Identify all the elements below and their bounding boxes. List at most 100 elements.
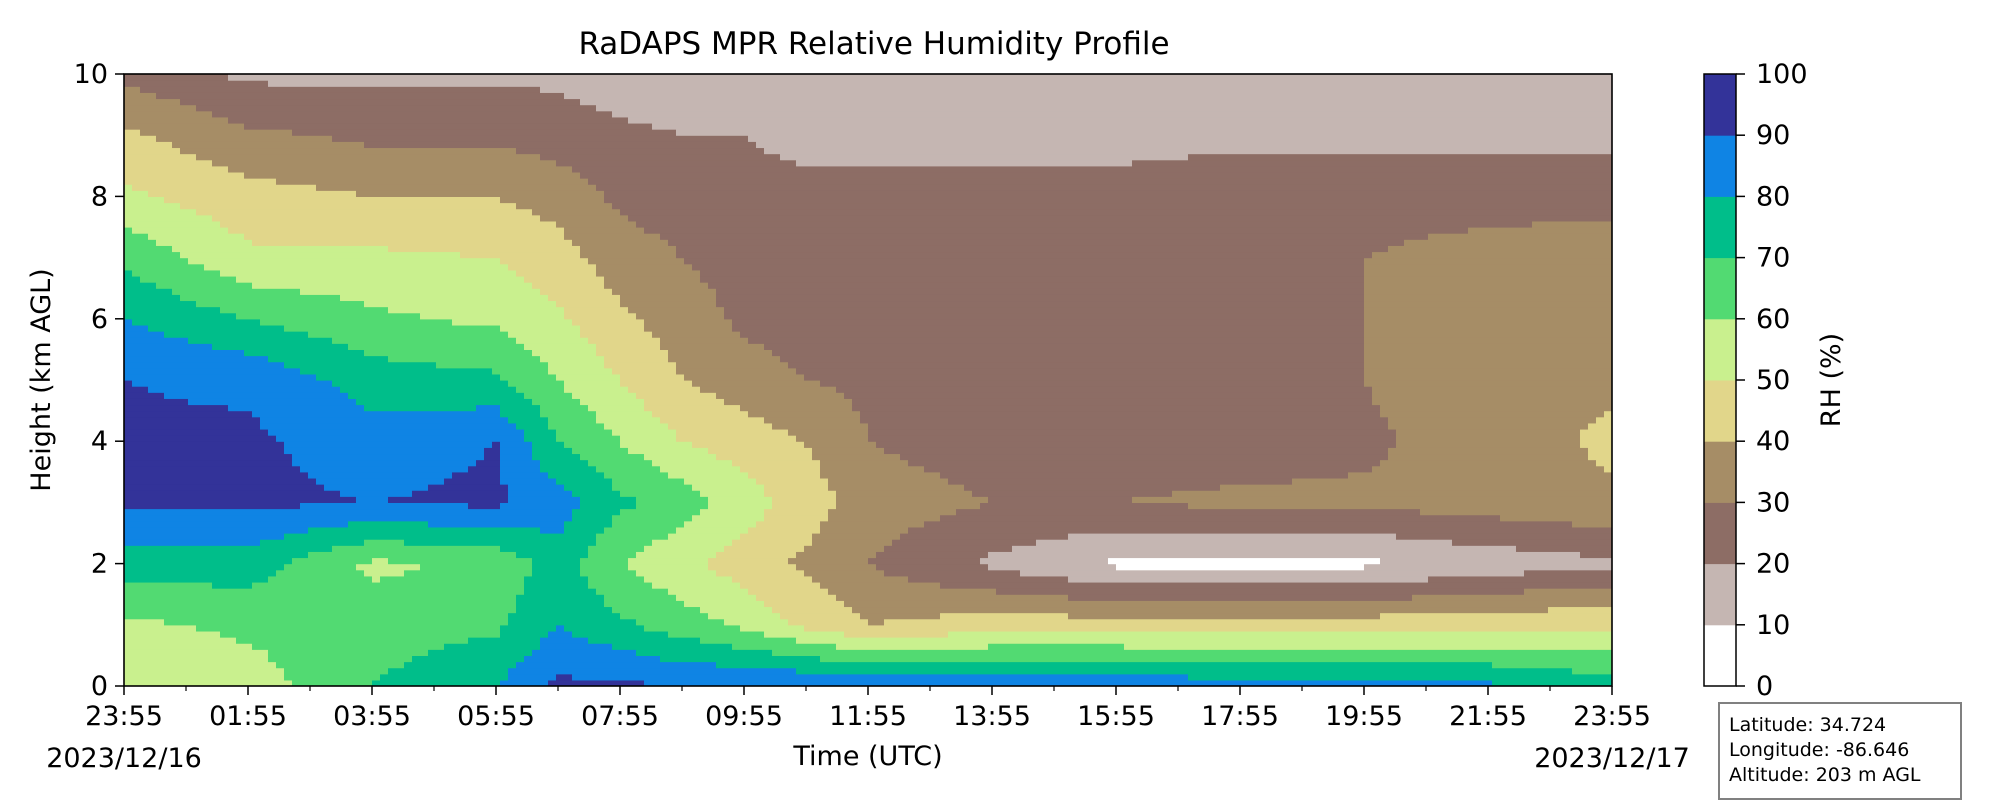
- heatmap-cell: [404, 392, 413, 399]
- heatmap-cell: [252, 484, 261, 491]
- heatmap-cell: [228, 526, 237, 534]
- heatmap-cell: [300, 282, 309, 289]
- heatmap-cell: [460, 98, 469, 106]
- heatmap-cell: [348, 526, 357, 534]
- heatmap-cell: [124, 679, 133, 686]
- heatmap-cell: [332, 600, 341, 608]
- heatmap-cell: [316, 110, 325, 118]
- heatmap-cell: [324, 282, 333, 289]
- heatmap-cell: [396, 673, 405, 681]
- heatmap-cell: [148, 606, 157, 614]
- heatmap-cell: [292, 104, 301, 112]
- heatmap-cell: [196, 129, 205, 136]
- heatmap-cell: [172, 563, 181, 571]
- heatmap-cell: [252, 392, 261, 399]
- heatmap-cell: [404, 435, 413, 442]
- heatmap-cell: [476, 227, 485, 234]
- heatmap-cell: [388, 269, 397, 277]
- heatmap-cell: [156, 496, 165, 503]
- heatmap-cell: [308, 673, 317, 681]
- heatmap-cell: [212, 398, 221, 406]
- heatmap-cell: [516, 349, 525, 357]
- heatmap-cell: [204, 551, 213, 559]
- heatmap-cell: [356, 600, 365, 608]
- heatmap-cell: [444, 208, 453, 216]
- heatmap-cell: [452, 471, 461, 479]
- heatmap-cell: [476, 569, 485, 577]
- heatmap-cell: [212, 545, 221, 552]
- heatmap-cell: [500, 80, 509, 87]
- heatmap-cell: [420, 147, 429, 155]
- heatmap-cell: [316, 147, 325, 155]
- heatmap-cell: [308, 196, 317, 204]
- heatmap-cell: [340, 539, 349, 546]
- heatmap-cell: [204, 661, 213, 669]
- heatmap-cell: [220, 282, 229, 289]
- heatmap-cell: [140, 116, 149, 124]
- heatmap-cell: [260, 404, 269, 412]
- heatmap-cell: [252, 612, 261, 620]
- heatmap-cell: [412, 202, 421, 210]
- heatmap-cell: [404, 141, 413, 149]
- heatmap-cell: [388, 190, 397, 197]
- heatmap-cell: [436, 178, 445, 185]
- heatmap-cell: [140, 435, 149, 442]
- heatmap-cell: [444, 233, 453, 240]
- heatmap-cell: [348, 159, 357, 167]
- heatmap-cell: [348, 618, 357, 626]
- heatmap-cell: [364, 520, 373, 528]
- heatmap-cell: [148, 563, 157, 571]
- heatmap-cell: [372, 98, 381, 106]
- heatmap-cell: [268, 575, 277, 583]
- heatmap-cell: [300, 637, 309, 644]
- heatmap-cell: [452, 227, 461, 234]
- heatmap-cell: [468, 502, 477, 510]
- heatmap-cell: [372, 300, 381, 308]
- heatmap-cell: [420, 649, 429, 656]
- heatmap-cell: [172, 233, 181, 240]
- heatmap-cell: [340, 441, 349, 448]
- heatmap-cell: [220, 637, 229, 644]
- heatmap-cell: [188, 581, 197, 589]
- heatmap-cell: [132, 337, 141, 344]
- heatmap-cell: [308, 147, 317, 155]
- heatmap-cell: [324, 80, 333, 87]
- heatmap-cell: [444, 441, 453, 448]
- heatmap-cell: [516, 343, 525, 350]
- heatmap-cell: [340, 239, 349, 246]
- heatmap-cell: [124, 86, 133, 93]
- heatmap-cell: [300, 116, 309, 124]
- heatmap-cell: [500, 74, 509, 81]
- heatmap-cell: [324, 331, 333, 338]
- heatmap-cell: [180, 471, 189, 479]
- heatmap-cell: [420, 563, 429, 571]
- heatmap-cell: [356, 392, 365, 399]
- heatmap-cell: [140, 624, 149, 632]
- heatmap-cell: [252, 545, 261, 552]
- heatmap-cell: [204, 637, 213, 644]
- heatmap-cell: [292, 637, 301, 644]
- heatmap-cell: [460, 551, 469, 559]
- heatmap-cell: [356, 471, 365, 479]
- heatmap-cell: [332, 190, 341, 197]
- heatmap-cell: [476, 171, 485, 179]
- heatmap-cell: [460, 533, 469, 540]
- heatmap-cell: [196, 428, 205, 436]
- heatmap-cell: [500, 465, 509, 473]
- heatmap-cell: [484, 600, 493, 608]
- heatmap-cell: [364, 288, 373, 295]
- heatmap-cell: [436, 673, 445, 681]
- heatmap-cell: [212, 355, 221, 363]
- heatmap-cell: [164, 331, 173, 338]
- heatmap-cell: [500, 600, 509, 608]
- heatmap-cell: [444, 196, 453, 204]
- heatmap-cell: [396, 447, 405, 455]
- heatmap-cell: [516, 294, 525, 302]
- heatmap-cell: [388, 275, 397, 283]
- heatmap-cell: [212, 533, 221, 540]
- heatmap-cell: [308, 410, 317, 418]
- heatmap-cell: [244, 361, 253, 369]
- heatmap-cell: [484, 643, 493, 650]
- heatmap-cell: [124, 178, 133, 185]
- heatmap-cell: [260, 324, 269, 332]
